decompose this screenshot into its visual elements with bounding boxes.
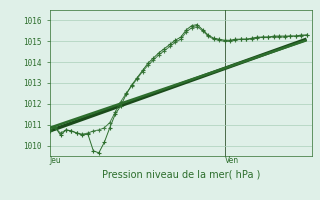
Text: Ven: Ven [225, 156, 239, 165]
X-axis label: Pression niveau de la mer( hPa ): Pression niveau de la mer( hPa ) [102, 170, 260, 180]
Text: Jeu: Jeu [50, 156, 61, 165]
